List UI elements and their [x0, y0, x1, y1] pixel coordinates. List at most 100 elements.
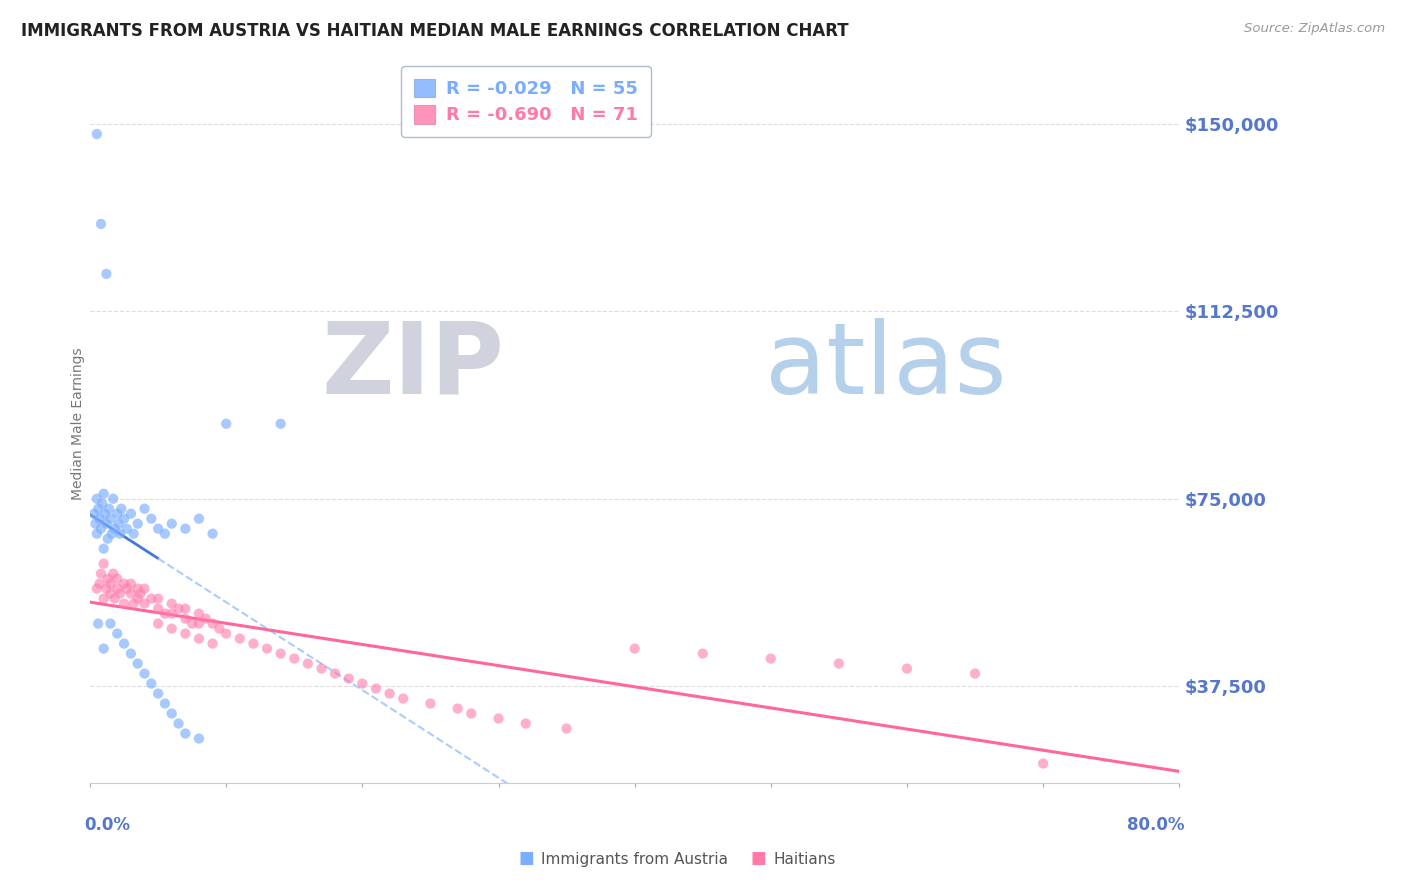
Point: [256, 641, 278, 656]
Point: [555, 722, 578, 736]
Point: [174, 612, 197, 626]
Point: [174, 522, 197, 536]
Point: [108, 526, 131, 541]
Point: [215, 417, 238, 431]
Point: [83, 507, 105, 521]
Point: [105, 626, 128, 640]
Point: [141, 591, 163, 606]
Point: [103, 566, 125, 581]
Text: ZIP: ZIP: [321, 318, 503, 415]
Point: [105, 572, 128, 586]
Point: [160, 622, 183, 636]
Point: [141, 512, 163, 526]
Point: [759, 651, 782, 665]
Text: Source: ZipAtlas.com: Source: ZipAtlas.com: [1244, 22, 1385, 36]
Point: [103, 491, 125, 506]
Point: [94, 507, 117, 521]
Point: [270, 647, 292, 661]
Point: [86, 526, 108, 541]
Point: [146, 591, 169, 606]
Point: [419, 697, 441, 711]
Point: [188, 632, 211, 646]
Point: [91, 497, 114, 511]
Point: [160, 607, 183, 621]
Point: [97, 572, 120, 586]
Point: [86, 491, 108, 506]
Point: [89, 576, 111, 591]
Point: [100, 616, 122, 631]
Point: [153, 607, 176, 621]
Point: [100, 587, 122, 601]
Point: [283, 651, 305, 665]
Text: IMMIGRANTS FROM AUSTRIA VS HAITIAN MEDIAN MALE EARNINGS CORRELATION CHART: IMMIGRANTS FROM AUSTRIA VS HAITIAN MEDIA…: [21, 22, 849, 40]
Point: [146, 601, 169, 615]
Point: [1032, 756, 1054, 771]
Point: [122, 597, 145, 611]
Point: [93, 591, 115, 606]
Text: ■: ■: [519, 849, 534, 867]
Point: [692, 647, 714, 661]
Point: [160, 516, 183, 531]
Point: [188, 607, 211, 621]
Point: [229, 632, 252, 646]
Point: [120, 507, 142, 521]
Point: [160, 597, 183, 611]
Point: [181, 616, 204, 631]
Point: [103, 522, 125, 536]
Point: [460, 706, 482, 721]
Point: [96, 582, 118, 596]
Point: [100, 576, 122, 591]
Point: [623, 641, 645, 656]
Point: [120, 576, 142, 591]
Point: [101, 526, 124, 541]
Point: [112, 637, 135, 651]
Point: [311, 662, 333, 676]
Point: [174, 601, 197, 615]
Point: [963, 666, 986, 681]
Point: [270, 417, 292, 431]
Point: [146, 687, 169, 701]
Point: [127, 516, 149, 531]
Point: [112, 512, 135, 526]
Point: [100, 512, 122, 526]
Point: [90, 566, 112, 581]
Point: [127, 591, 149, 606]
Point: [364, 681, 387, 696]
Point: [87, 501, 110, 516]
Text: Immigrants from Austria: Immigrants from Austria: [541, 852, 728, 867]
Point: [242, 637, 264, 651]
Point: [96, 516, 118, 531]
Point: [120, 647, 142, 661]
Point: [122, 526, 145, 541]
Point: [194, 612, 217, 626]
Point: [167, 601, 190, 615]
Point: [174, 626, 197, 640]
Point: [134, 582, 156, 596]
Point: [134, 666, 156, 681]
Point: [896, 662, 918, 676]
Point: [90, 522, 112, 536]
Point: [97, 532, 120, 546]
Point: [96, 267, 118, 281]
Point: [153, 526, 176, 541]
Point: [141, 676, 163, 690]
Point: [110, 501, 132, 516]
Point: [146, 522, 169, 536]
Point: [146, 616, 169, 631]
Point: [215, 626, 238, 640]
Point: [115, 582, 138, 596]
Point: [447, 701, 470, 715]
Text: 80.0%: 80.0%: [1128, 816, 1185, 834]
Legend: R = -0.029   N = 55, R = -0.690   N = 71: R = -0.029 N = 55, R = -0.690 N = 71: [401, 66, 651, 137]
Point: [134, 501, 156, 516]
Point: [112, 576, 135, 591]
Point: [115, 522, 138, 536]
Point: [105, 582, 128, 596]
Point: [167, 716, 190, 731]
Point: [378, 687, 401, 701]
Text: Haitians: Haitians: [773, 852, 835, 867]
Point: [93, 486, 115, 500]
Point: [98, 501, 121, 516]
Point: [201, 526, 224, 541]
Point: [134, 597, 156, 611]
